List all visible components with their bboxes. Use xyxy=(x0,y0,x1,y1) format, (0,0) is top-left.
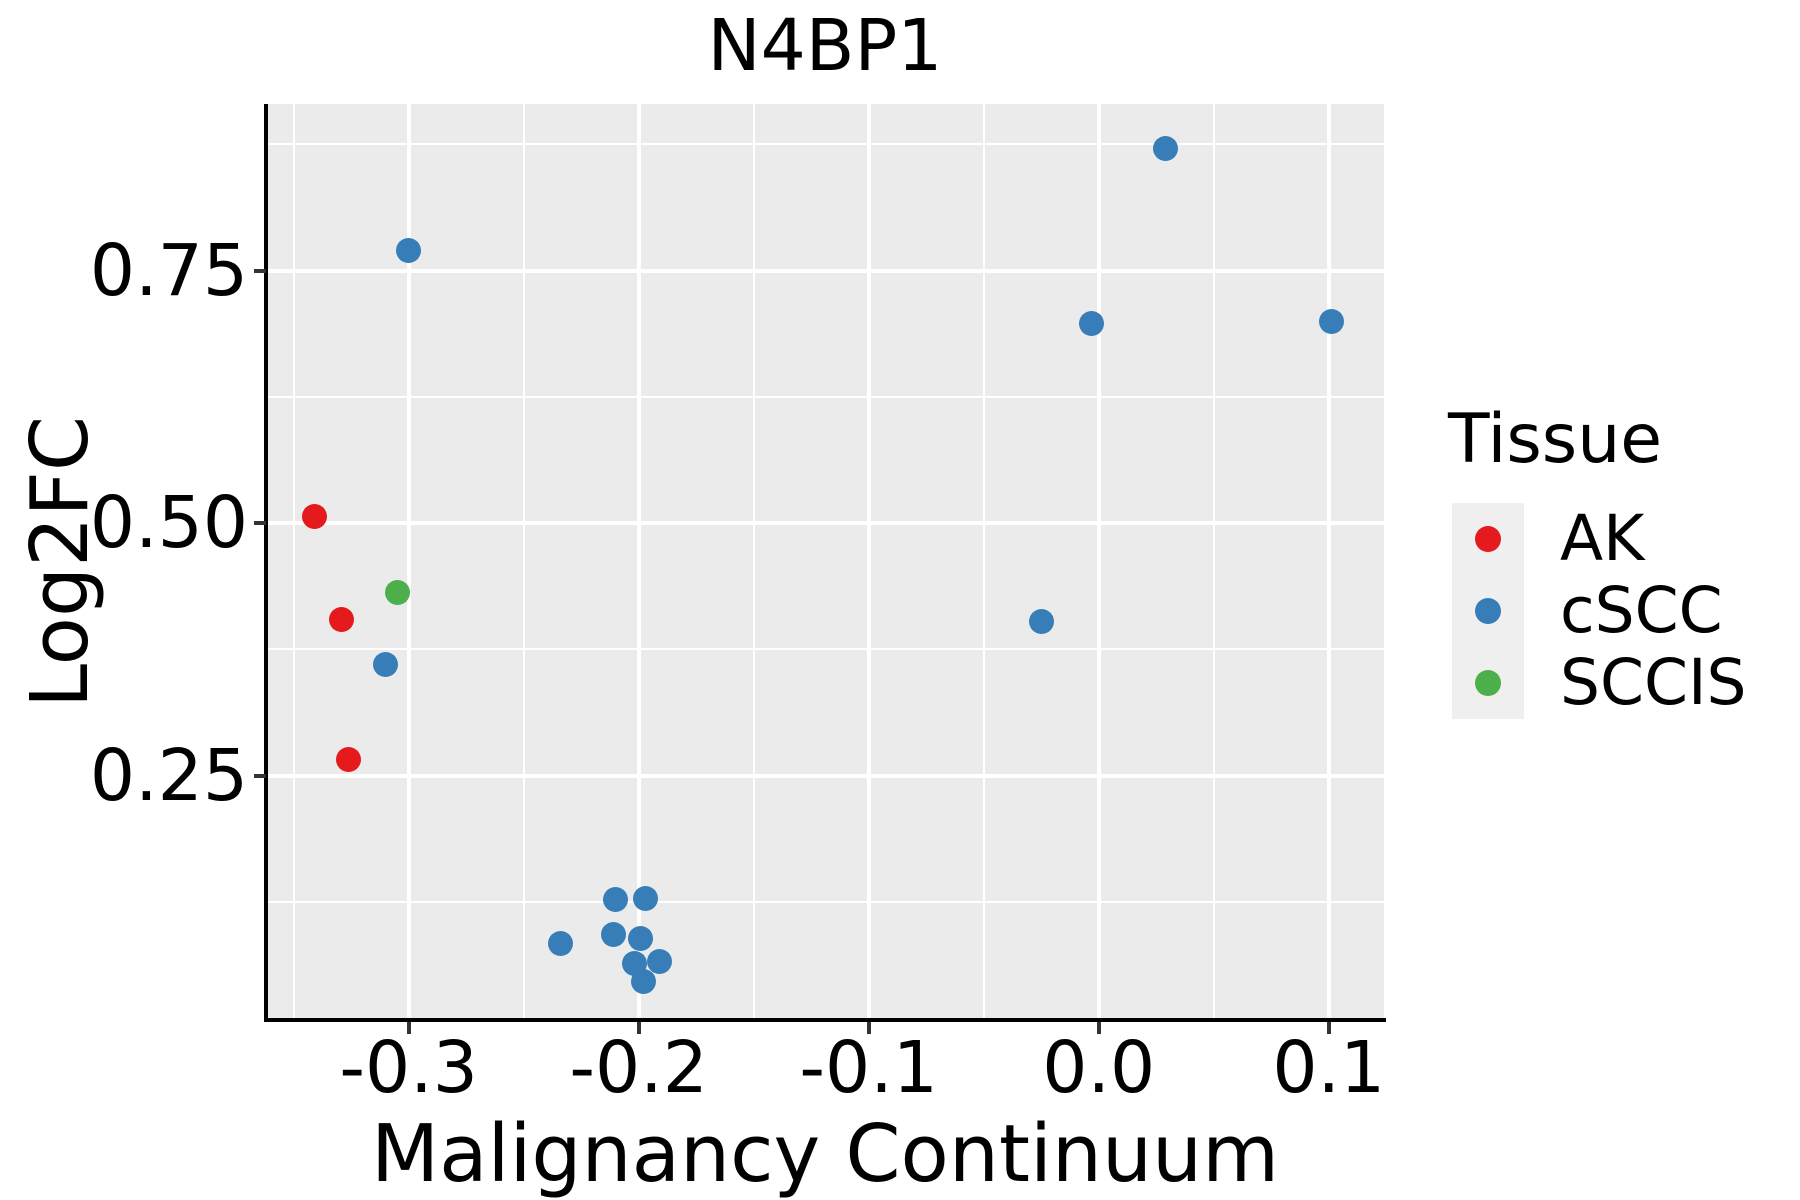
y-axis-line xyxy=(264,104,268,1022)
gridline-minor-x xyxy=(1212,104,1215,1020)
y-tick-mark xyxy=(254,268,266,273)
x-tick-mark xyxy=(636,1022,641,1034)
gridline-major-x xyxy=(866,104,871,1020)
legend-key-dot-cSCC xyxy=(1475,598,1501,624)
gridline-major-x xyxy=(406,104,411,1020)
x-tick-label: 0.1 xyxy=(1272,1026,1386,1109)
gridline-minor-x xyxy=(522,104,525,1020)
gridline-major-x xyxy=(1096,104,1101,1020)
gridline-major-x xyxy=(1326,104,1331,1020)
x-tick-label: -0.2 xyxy=(569,1026,708,1109)
data-point-cSCC xyxy=(633,886,659,912)
legend-key-dot-SCCIS xyxy=(1475,670,1501,696)
data-point-cSCC xyxy=(1028,608,1054,634)
legend-item-label: AK xyxy=(1560,502,1645,575)
data-point-cSCC xyxy=(396,237,422,263)
x-tick-mark xyxy=(1096,1022,1101,1034)
x-axis-title: Malignancy Continuum xyxy=(370,1108,1280,1200)
y-axis-title: Log2FC xyxy=(14,416,106,708)
legend-item-label: SCCIS xyxy=(1560,646,1747,719)
chart-title: N4BP1 xyxy=(707,3,943,87)
x-tick-label: -0.1 xyxy=(799,1026,938,1109)
data-point-cSCC xyxy=(1152,135,1178,161)
y-tick-label: 0.75 xyxy=(89,228,248,312)
legend-title: Tissue xyxy=(1448,400,1663,479)
y-tick-label: 0.50 xyxy=(89,481,248,565)
gridline-minor-x xyxy=(752,104,755,1020)
y-tick-mark xyxy=(254,521,266,526)
data-point-cSCC xyxy=(628,925,654,951)
x-tick-mark xyxy=(406,1022,411,1034)
x-tick-label: -0.3 xyxy=(339,1026,478,1109)
gridline-minor-y xyxy=(266,143,1384,146)
x-tick-label: 0.0 xyxy=(1042,1026,1156,1109)
x-tick-mark xyxy=(1326,1022,1331,1034)
data-point-cSCC xyxy=(600,921,626,947)
gridline-minor-x xyxy=(982,104,985,1020)
legend-item-label: cSCC xyxy=(1560,574,1723,647)
y-tick-label: 0.25 xyxy=(89,733,248,817)
data-point-cSCC xyxy=(630,969,656,995)
data-point-AK xyxy=(329,606,355,632)
x-axis-line xyxy=(264,1018,1386,1022)
legend-key-dot-AK xyxy=(1475,526,1501,552)
gridline-minor-x xyxy=(292,104,295,1020)
plot-panel xyxy=(266,104,1384,1020)
data-point-cSCC xyxy=(373,652,399,677)
data-point-cSCC xyxy=(1079,310,1105,336)
data-point-SCCIS xyxy=(384,580,410,606)
gridline-minor-y xyxy=(266,395,1384,398)
gridline-major-y xyxy=(266,773,1384,778)
gridline-minor-y xyxy=(266,900,1384,903)
gridline-major-x xyxy=(636,104,641,1020)
x-tick-mark xyxy=(866,1022,871,1034)
gridline-major-y xyxy=(266,521,1384,526)
gridline-major-y xyxy=(266,268,1384,273)
data-point-cSCC xyxy=(603,887,629,913)
data-point-cSCC xyxy=(1318,308,1344,334)
gridline-minor-y xyxy=(266,648,1384,651)
data-point-cSCC xyxy=(547,930,573,956)
data-point-cSCC xyxy=(646,948,672,974)
data-point-AK xyxy=(336,746,362,772)
y-tick-mark xyxy=(254,773,266,778)
data-point-AK xyxy=(301,503,327,529)
